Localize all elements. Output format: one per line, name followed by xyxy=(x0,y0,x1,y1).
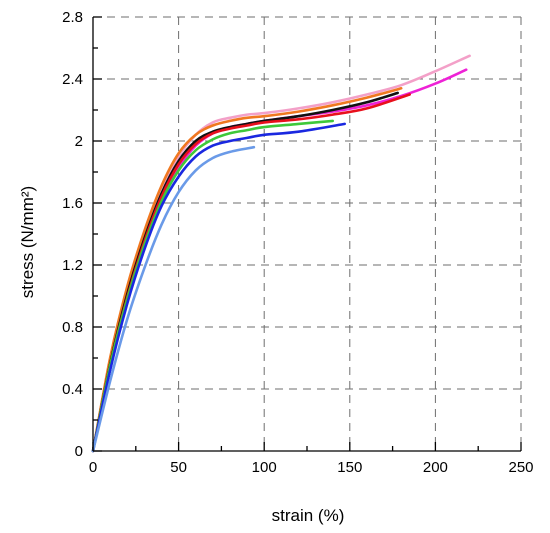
series-line-8 xyxy=(91,145,256,453)
x-tick-label: 150 xyxy=(337,459,362,476)
y-tick-label: 1.2 xyxy=(62,257,83,274)
y-tick-label: 0 xyxy=(75,443,83,460)
x-tick-label: 100 xyxy=(252,459,277,476)
axes xyxy=(92,16,522,452)
x-axis-title: strain (%) xyxy=(272,506,345,525)
y-tick-label: 1.6 xyxy=(62,195,83,212)
y-tick-label: 0.8 xyxy=(62,319,83,336)
x-tick-label: 50 xyxy=(170,459,187,476)
x-tick-label: 0 xyxy=(89,459,97,476)
y-tick-label: 2.4 xyxy=(62,71,83,88)
series-line-3 xyxy=(91,87,403,453)
y-axis-title: stress (N/mm²) xyxy=(18,186,37,298)
curves xyxy=(91,54,471,453)
tick-labels: 0 50 100 150 200 250 0 0.4 0.8 1.2 1.6 2 2.4 2.8 xyxy=(62,9,533,476)
x-tick-label: 200 xyxy=(423,459,448,476)
series-line-2 xyxy=(91,68,468,453)
y-tick-label: 2 xyxy=(75,133,83,150)
x-tick-label: 250 xyxy=(508,459,533,476)
y-tick-label: 2.8 xyxy=(62,9,83,26)
y-tick-label: 0.4 xyxy=(62,381,83,398)
series-line-7 xyxy=(91,122,346,453)
series-line-4 xyxy=(91,91,399,453)
grid-lines xyxy=(93,16,522,451)
